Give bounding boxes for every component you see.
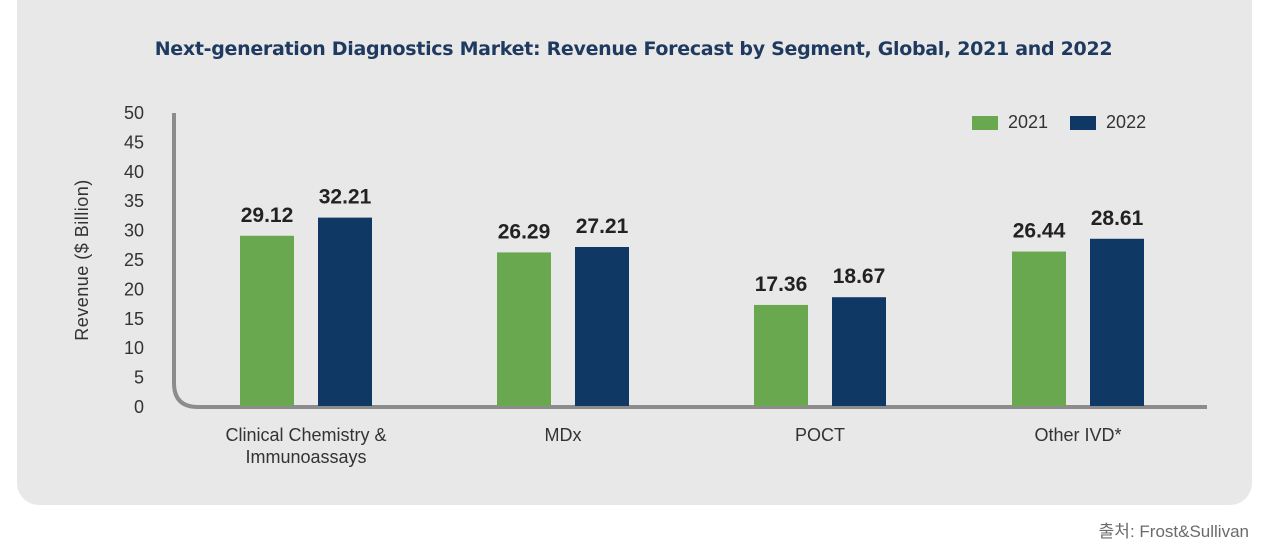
data-label-2022: 27.21 — [576, 215, 629, 238]
legend-label-2022: 2022 — [1106, 112, 1147, 132]
legend-label-2021: 2021 — [1008, 112, 1049, 132]
data-label-2022: 28.61 — [1091, 207, 1144, 230]
y-tick-label: 0 — [134, 397, 144, 417]
x-tick-label: Immunoassays — [245, 447, 366, 467]
y-tick-label: 15 — [124, 309, 144, 329]
data-label-2021: 26.29 — [498, 220, 551, 243]
y-tick-label: 25 — [124, 250, 144, 270]
bar-2021 — [754, 304, 808, 406]
data-label-2022: 18.67 — [833, 265, 886, 288]
data-label-2021: 26.44 — [1013, 220, 1066, 243]
legend-swatch-2021 — [972, 115, 998, 130]
legend: 2021 2022 — [972, 112, 1168, 133]
bar-2021 — [497, 252, 551, 406]
chart-title: Next-generation Diagnostics Market: Reve… — [154, 38, 1113, 60]
data-label-2022: 32.21 — [319, 186, 372, 209]
y-tick-label: 10 — [124, 338, 144, 358]
bar-2021 — [240, 235, 294, 406]
y-tick-label: 45 — [124, 132, 144, 152]
y-tick-label: 50 — [124, 103, 144, 123]
bar-2022 — [575, 247, 629, 406]
bar-2022 — [832, 297, 886, 406]
x-tick-label: POCT — [795, 425, 845, 445]
legend-item-2022: 2022 — [1070, 112, 1146, 133]
y-tick-label: 40 — [124, 162, 144, 182]
legend-swatch-2022 — [1070, 115, 1097, 130]
bar-2022 — [318, 217, 372, 406]
axis-line — [172, 113, 1207, 409]
x-tick-label: Other IVD* — [1034, 425, 1121, 445]
y-tick-label: 30 — [124, 221, 144, 241]
bar-2021 — [1012, 251, 1066, 406]
legend-item-2021: 2021 — [972, 112, 1048, 133]
y-tick-label: 20 — [124, 279, 144, 299]
bar-2022 — [1090, 238, 1144, 406]
data-label-2021: 17.36 — [755, 273, 808, 296]
y-tick-label: 5 — [134, 368, 144, 388]
source-caption: 출처: Frost&Sullivan — [1098, 522, 1249, 541]
data-label-2021: 29.12 — [241, 204, 294, 227]
y-tick-label: 35 — [124, 191, 144, 211]
x-tick-label: MDx — [545, 425, 582, 445]
x-tick-label: Clinical Chemistry & — [225, 425, 386, 445]
y-axis-label: Revenue ($ Billion) — [72, 179, 92, 341]
